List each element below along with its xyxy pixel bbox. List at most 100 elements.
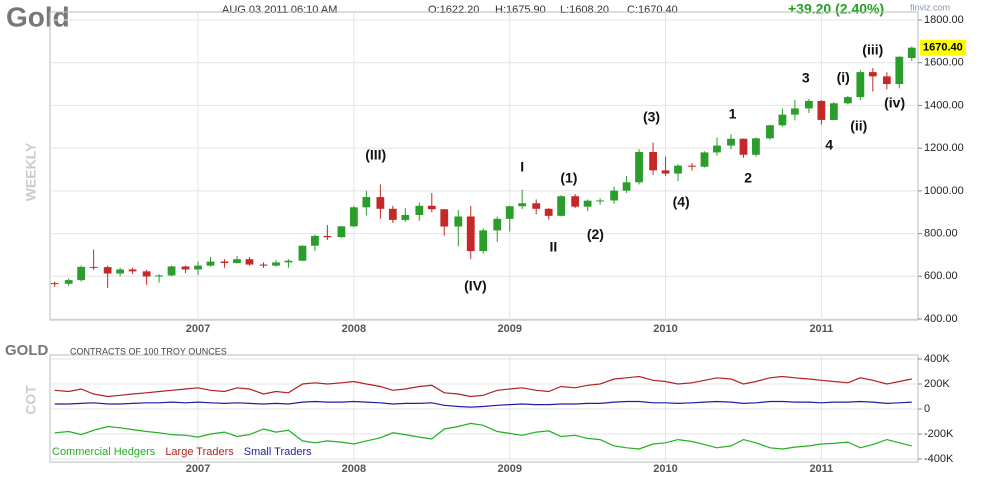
wave-label: (2) [587,226,604,242]
y-tick-label: 200K [924,378,950,390]
candle-body [349,207,358,227]
candle-body [466,216,475,252]
candle-body [868,72,877,77]
candle-body [220,261,229,264]
y-tick-label: 800.00 [924,227,958,239]
y-tick-label: 1800.00 [924,14,964,26]
candle-body [907,47,916,58]
x-tick-label: 2007 [186,323,210,335]
date: AUG 03 2011 06:10 AM [222,4,337,16]
plot-frame [49,11,919,321]
y-tick-label: 400K [924,353,950,365]
candle-body [505,206,514,219]
candle-body [544,208,553,216]
high: H:1675.90 [495,4,546,16]
candle-body [245,259,254,265]
x-tick-label: 2009 [497,463,521,475]
candle-body [311,235,319,246]
wave-label: (4) [673,194,690,210]
candle-body [688,165,696,167]
candle-body [766,125,774,139]
candle-body [493,218,502,231]
change: +39.20 (2.40%) [788,1,884,17]
candle-body [817,100,826,120]
y-tick-label: -200K [924,428,954,440]
candle-body [89,266,98,268]
y-tick-label: -400K [924,453,954,465]
wave-label: (iii) [862,42,883,58]
wave-label: 4 [825,137,833,153]
y-tick-label: 400.00 [924,313,958,325]
candle-body [583,200,592,207]
candle-body [440,209,449,227]
candle-body [790,108,799,115]
low: L:1608.20 [560,4,609,16]
candle-body [259,264,268,266]
candle-body [272,262,280,266]
wave-label: 1 [729,106,737,122]
wave-label: (i) [837,69,850,85]
candle-body [700,152,709,167]
x-tick-label: 2008 [342,323,366,335]
wave-label: (3) [643,109,660,125]
last-price-label: 1670.40 [923,42,963,54]
candle-body [713,145,721,153]
wave-label: (IV) [464,278,487,294]
candle-body [233,259,241,264]
y-tick-label: 1000.00 [924,185,964,197]
candle-body [388,208,397,220]
candle-body [843,97,852,104]
candle-body [882,76,891,85]
x-tick-label: 2007 [186,463,210,475]
candle-body [116,269,125,274]
y-tick-label: 1200.00 [924,142,964,154]
x-tick-label: 2009 [497,323,521,335]
candle-body [739,138,748,155]
candle-body [479,230,488,252]
wave-label: II [549,239,557,255]
candle-body [323,235,332,238]
candle-body [778,114,787,126]
candle-body [376,197,385,209]
candle-body [856,72,865,98]
y-tick-label: 1600.00 [924,57,964,69]
series-line [54,375,912,398]
chart-title: Gold [6,1,70,32]
cot-title: GOLD [5,342,48,359]
candle-body [194,265,202,270]
y-tick-label: 1400.00 [924,99,964,111]
x-tick-label: 2011 [809,463,833,475]
x-tick-label: 2011 [809,323,833,335]
legend-entry: Commercial Hedgers [52,446,156,458]
candle-body [557,196,566,216]
candle-body [805,100,813,109]
series-line [54,400,912,408]
candle-body [829,103,838,120]
candle-body [298,245,307,261]
candle-body [206,261,215,266]
candle-body [77,266,86,281]
wave-label: I [520,159,524,175]
candle-body [50,283,59,285]
legend-entry: Small Traders [244,446,312,458]
candle-body [622,182,631,191]
candle-body [415,205,424,215]
open: O:1622.20 [428,4,479,16]
cot-y-label: COT [23,385,39,415]
candle-body [167,266,176,276]
candle-body [284,260,293,263]
last-price-box [920,39,966,56]
cot-subtitle: CONTRACTS OF 100 TROY OUNCES [70,346,227,356]
candle-body [532,203,541,209]
wave-label: (1) [560,170,577,186]
x-tick-label: 2010 [653,323,677,335]
candle-body [674,165,682,174]
source: finviz.com [910,2,950,12]
wave-label: 2 [744,170,752,186]
candle-body [752,138,760,155]
y-label: WEEKLY [23,142,39,201]
candle-body [155,275,163,277]
candle-body [571,196,580,207]
